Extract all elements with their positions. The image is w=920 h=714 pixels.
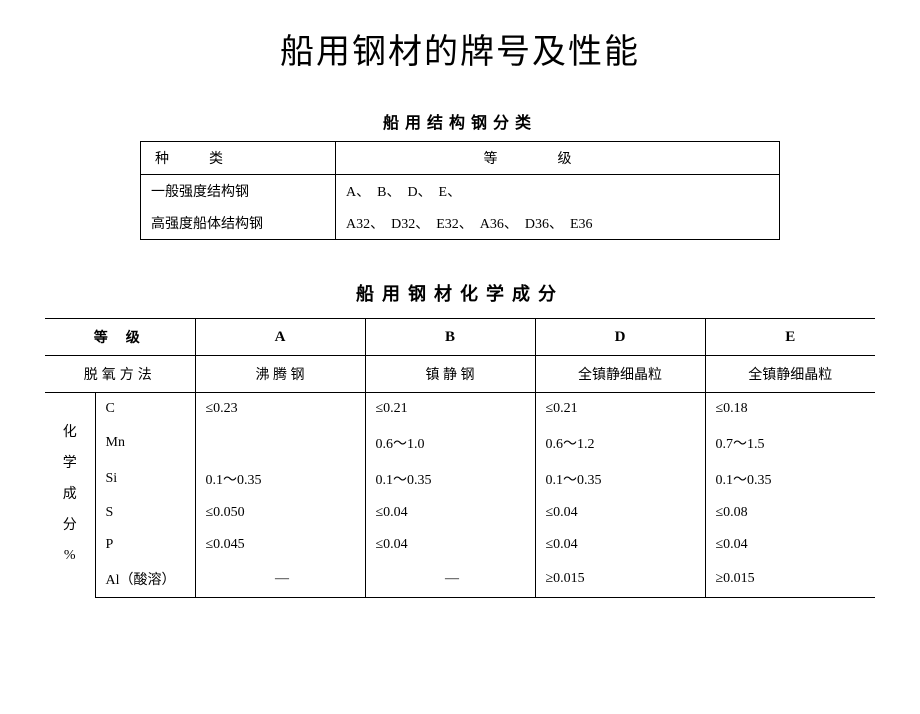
v-Si-E: 0.1～0.35 (705, 461, 875, 497)
v-C-E: ≤0.18 (705, 393, 875, 426)
v-C-D: ≤0.21 (535, 393, 705, 426)
t2-deox-D: 全镇静细晶粒 (535, 356, 705, 393)
table1-caption: 船用结构钢分类 (0, 109, 920, 133)
t2-col-A: A (195, 319, 365, 356)
v-Si-A: 0.1～0.35 (195, 461, 365, 497)
t1-head-grade: 等级 (336, 142, 780, 175)
table2-caption: 船用钢材化学成分 (0, 280, 920, 306)
t2-side-label: 化 学 成 分 % (45, 393, 95, 598)
t1-r1-grades: A32、 D32、 E32、 A36、 D36、 E36 (336, 207, 780, 240)
t1-r0-kind: 一般强度结构钢 (141, 175, 336, 208)
side-l3: 分 (63, 518, 77, 533)
v-P-A: ≤0.045 (195, 529, 365, 561)
t1-r1-kind: 高强度船体结构钢 (141, 207, 336, 240)
side-l4: % (64, 548, 76, 563)
t2-deox-A: 沸 腾 钢 (195, 356, 365, 393)
t1-r0-grades: A、 B、 D、 E、 (336, 175, 780, 208)
el-P: P (95, 529, 195, 561)
v-Al-D: ≥0.015 (535, 561, 705, 598)
v-P-D: ≤0.04 (535, 529, 705, 561)
side-l0: 化 (63, 425, 77, 440)
el-S: S (95, 497, 195, 529)
v-Si-B: 0.1～0.35 (365, 461, 535, 497)
el-Si: Si (95, 461, 195, 497)
el-Al: Al（酸溶） (95, 561, 195, 598)
v-Si-D: 0.1～0.35 (535, 461, 705, 497)
composition-table: 等级 A B D E 脱氧方法 沸 腾 钢 镇 静 钢 全镇静细晶粒 全镇静细晶… (45, 318, 875, 598)
v-Al-E: ≥0.015 (705, 561, 875, 598)
v-P-B: ≤0.04 (365, 529, 535, 561)
side-l1: 学 (63, 456, 77, 471)
v-Mn-B: 0.6～1.0 (365, 425, 535, 461)
v-Al-B: — (365, 561, 535, 598)
t2-col-B: B (365, 319, 535, 356)
v-S-A: ≤0.050 (195, 497, 365, 529)
v-C-A: ≤0.23 (195, 393, 365, 426)
v-C-B: ≤0.21 (365, 393, 535, 426)
page-title: 船用钢材的牌号及性能 (0, 24, 920, 73)
t2-deox-label: 脱氧方法 (45, 356, 195, 393)
t1-head-kind: 种类 (141, 142, 336, 175)
el-Mn: Mn (95, 425, 195, 461)
el-C: C (95, 393, 195, 426)
v-Al-A: — (195, 561, 365, 598)
classification-table: 种类 等级 一般强度结构钢 A、 B、 D、 E、 高强度船体结构钢 A32、 … (140, 141, 780, 240)
t2-col-E: E (705, 319, 875, 356)
t2-head-grade: 等级 (45, 319, 195, 356)
t2-col-D: D (535, 319, 705, 356)
v-Mn-A (195, 425, 365, 461)
t2-deox-B: 镇 静 钢 (365, 356, 535, 393)
v-S-D: ≤0.04 (535, 497, 705, 529)
v-Mn-E: 0.7～1.5 (705, 425, 875, 461)
v-Mn-D: 0.6～1.2 (535, 425, 705, 461)
v-S-E: ≤0.08 (705, 497, 875, 529)
t2-deox-E: 全镇静细晶粒 (705, 356, 875, 393)
side-l2: 成 (63, 487, 77, 502)
v-P-E: ≤0.04 (705, 529, 875, 561)
v-S-B: ≤0.04 (365, 497, 535, 529)
